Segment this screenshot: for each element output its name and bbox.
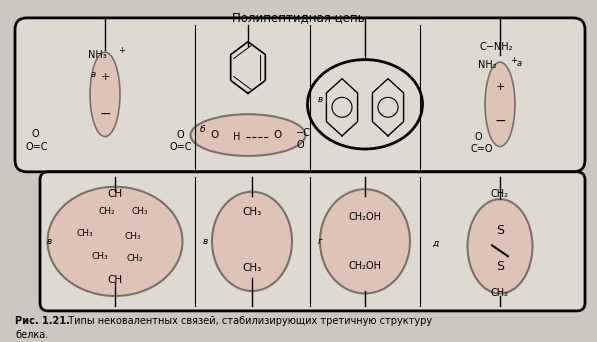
Text: +: + [118,46,125,55]
Text: а: а [517,59,522,68]
Text: −: − [494,114,506,128]
Text: CH₃: CH₃ [76,229,93,238]
Text: O=C: O=C [26,142,48,152]
Text: −C: −C [296,128,311,138]
Text: б: б [200,124,205,134]
Text: а: а [91,70,96,79]
Text: CH₃: CH₃ [242,263,261,273]
Text: CH₂: CH₂ [127,254,143,263]
Text: в: в [203,237,208,246]
Text: O: O [475,132,482,142]
Text: NH₃: NH₃ [88,50,107,60]
FancyBboxPatch shape [40,172,585,311]
Text: H: H [233,132,241,142]
Text: NH₂: NH₂ [478,60,497,69]
Text: C−NH₂: C−NH₂ [480,42,513,52]
Text: CH₃: CH₃ [125,232,141,241]
Text: S: S [496,224,504,237]
Text: +: + [496,82,504,92]
Ellipse shape [48,187,183,296]
Text: O: O [32,129,39,139]
Text: O: O [211,130,219,140]
Ellipse shape [467,199,533,293]
Text: CH₂OH: CH₂OH [349,261,381,271]
Text: CH₃: CH₃ [132,207,148,216]
Text: CH₃: CH₃ [92,252,108,261]
Ellipse shape [212,192,292,291]
Text: O: O [297,140,304,150]
Text: −: − [99,107,111,121]
Ellipse shape [485,62,515,146]
Text: CH₂OH: CH₂OH [349,212,381,222]
Text: в: в [47,237,53,246]
Text: Полипептидная цепь: Полипептидная цепь [232,11,364,24]
FancyBboxPatch shape [15,18,585,172]
Text: в: в [318,95,323,104]
Ellipse shape [190,114,306,156]
Text: Типы нековалентных связей, стабилизирующих третичную структуру: Типы нековалентных связей, стабилизирующ… [62,316,432,326]
Text: белка.: белка. [15,330,48,340]
Text: O: O [177,130,184,140]
Ellipse shape [320,189,410,293]
Text: C=O: C=O [471,144,494,154]
Ellipse shape [90,52,120,136]
Text: г: г [318,237,323,246]
Text: CH₃: CH₃ [242,207,261,216]
Text: O=C: O=C [170,142,192,152]
Text: д: д [432,239,438,248]
Text: CH₂: CH₂ [99,207,115,216]
Text: +: + [100,73,110,82]
Text: CH: CH [107,275,122,285]
Text: CH: CH [107,189,122,199]
Text: Рис. 1.21.: Рис. 1.21. [15,316,70,326]
Text: CH₂: CH₂ [491,288,509,298]
Text: CH₂: CH₂ [491,189,509,199]
Text: O: O [274,130,282,140]
Text: +: + [510,56,517,65]
Text: S: S [496,260,504,273]
